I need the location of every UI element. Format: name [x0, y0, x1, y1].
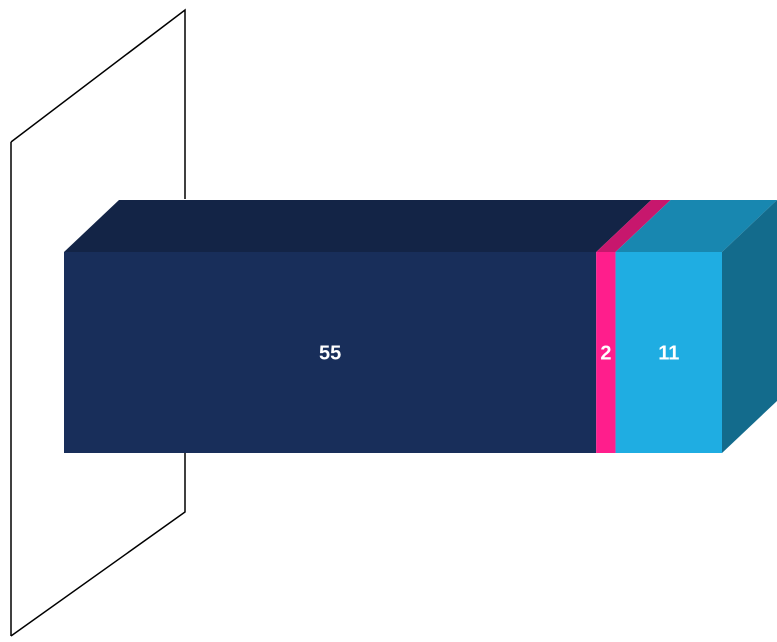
bar-segment-top-face	[596, 200, 671, 252]
data-label: 2	[600, 343, 611, 365]
back-wall-upper-frame	[10, 8, 186, 199]
data-label-group: 55 2 11	[319, 343, 679, 365]
bar-segment	[64, 252, 597, 453]
bar-segment-top-face	[615, 200, 777, 252]
back-wall-lower-frame	[10, 453, 186, 637]
data-label: 11	[658, 343, 679, 365]
bar-segment-top-face	[64, 200, 652, 252]
bar-segment	[596, 252, 616, 453]
bar-series-group	[64, 200, 777, 453]
data-label: 55	[319, 343, 341, 365]
bar-segment-side-face	[722, 200, 777, 453]
bar-segment	[615, 252, 722, 453]
